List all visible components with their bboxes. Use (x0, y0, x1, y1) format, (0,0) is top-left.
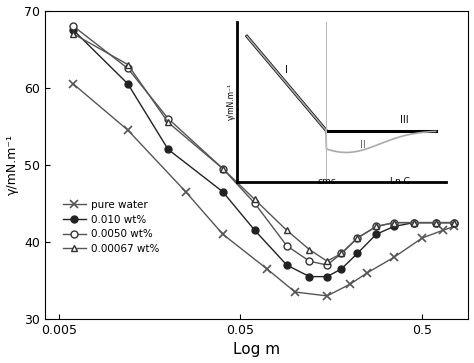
pure water (347, 282, 353, 286)
0.010 wt% (220, 189, 226, 194)
Line: pure water: pure water (69, 80, 458, 300)
0.010 wt% (165, 147, 171, 151)
0.00067 wt% (411, 220, 417, 225)
0.0050 wt% (165, 117, 171, 121)
0.0050 wt% (374, 224, 379, 229)
Line: 0.010 wt%: 0.010 wt% (70, 26, 457, 280)
pure water (365, 270, 370, 275)
pure water (264, 267, 270, 271)
Y-axis label: γ/mN.m⁻¹: γ/mN.m⁻¹ (227, 83, 236, 120)
0.00067 wt% (165, 120, 171, 125)
0.010 wt% (70, 28, 76, 32)
pure water (292, 290, 298, 294)
0.0050 wt% (324, 263, 330, 267)
Y-axis label: γ/mN.m⁻¹: γ/mN.m⁻¹ (6, 134, 18, 195)
0.0050 wt% (434, 220, 439, 225)
0.0050 wt% (391, 220, 397, 225)
0.00067 wt% (324, 259, 330, 264)
0.00067 wt% (451, 220, 457, 225)
pure water (183, 189, 189, 194)
Text: Ln C: Ln C (390, 177, 410, 186)
0.0050 wt% (220, 167, 226, 171)
0.010 wt% (451, 220, 457, 225)
0.00067 wt% (307, 248, 312, 252)
0.0050 wt% (355, 236, 360, 240)
0.0050 wt% (338, 251, 344, 256)
0.010 wt% (252, 228, 258, 233)
0.00067 wt% (125, 62, 131, 67)
Text: III: III (400, 115, 409, 126)
pure water (324, 294, 330, 298)
0.00067 wt% (70, 32, 76, 36)
0.010 wt% (411, 220, 417, 225)
pure water (125, 128, 131, 132)
Text: cmc: cmc (317, 177, 336, 186)
pure water (391, 255, 397, 260)
0.0050 wt% (307, 259, 312, 264)
0.010 wt% (434, 220, 439, 225)
0.00067 wt% (284, 228, 290, 233)
0.0050 wt% (284, 244, 290, 248)
pure water (220, 232, 226, 236)
0.0050 wt% (125, 66, 131, 70)
0.010 wt% (391, 224, 397, 229)
pure water (70, 82, 76, 86)
Legend: pure water, 0.010 wt%, 0.0050 wt%, 0.00067 wt%: pure water, 0.010 wt%, 0.0050 wt%, 0.000… (59, 196, 164, 258)
0.00067 wt% (220, 167, 226, 171)
0.010 wt% (307, 274, 312, 279)
0.010 wt% (355, 251, 360, 256)
0.010 wt% (338, 267, 344, 271)
0.00067 wt% (355, 236, 360, 240)
0.0050 wt% (451, 220, 457, 225)
0.0050 wt% (411, 220, 417, 225)
pure water (440, 228, 446, 233)
0.010 wt% (125, 82, 131, 86)
0.00067 wt% (338, 251, 344, 256)
pure water (451, 224, 457, 229)
0.00067 wt% (374, 224, 379, 229)
0.00067 wt% (252, 197, 258, 202)
0.00067 wt% (434, 220, 439, 225)
Line: 0.00067 wt%: 0.00067 wt% (70, 30, 457, 265)
0.0050 wt% (70, 24, 76, 28)
0.010 wt% (374, 232, 379, 236)
0.00067 wt% (391, 220, 397, 225)
pure water (419, 236, 425, 240)
0.010 wt% (284, 263, 290, 267)
X-axis label: Log m: Log m (233, 342, 280, 358)
Line: 0.0050 wt%: 0.0050 wt% (70, 23, 457, 269)
0.0050 wt% (252, 201, 258, 205)
0.010 wt% (324, 274, 330, 279)
Text: II: II (360, 140, 366, 150)
Text: I: I (285, 65, 288, 75)
